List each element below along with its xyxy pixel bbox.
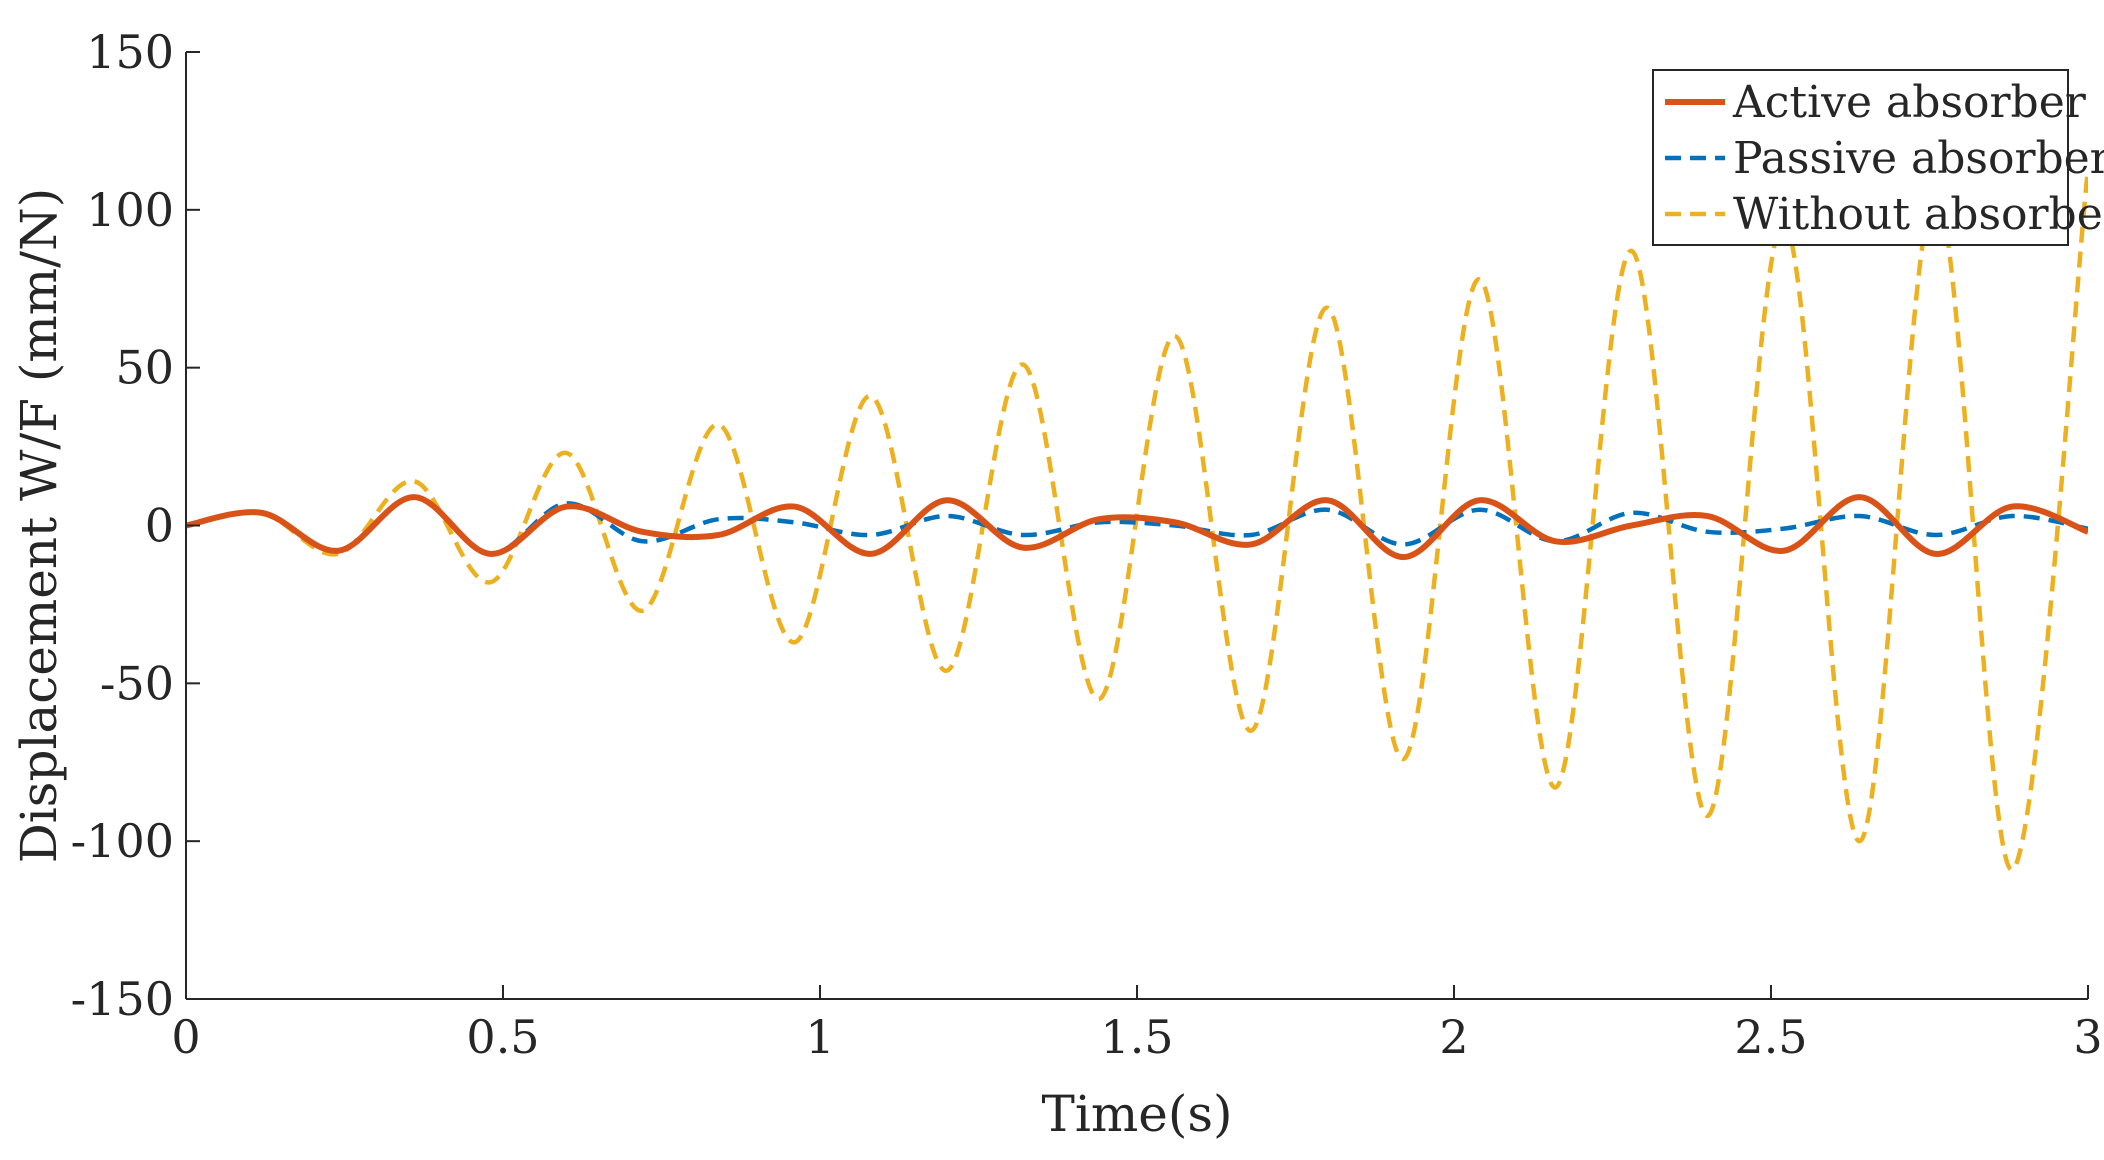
series-line-without-absorber: [186, 168, 2088, 872]
y-tick-label: 50: [115, 341, 174, 395]
x-tick-label: 3: [2073, 1010, 2102, 1064]
x-tick-label: 1: [805, 1010, 834, 1064]
legend-label: Active absorber: [1732, 77, 2087, 128]
x-tick-label: 2: [1439, 1010, 1468, 1064]
y-axis-label: Displacement W/F (mm/N): [10, 188, 68, 864]
x-tick-label: 0: [171, 1010, 200, 1064]
series-line-active-absorber: [186, 494, 2088, 561]
y-tick-label: 0: [145, 499, 174, 553]
x-tick-label: 1.5: [1100, 1010, 1173, 1064]
y-tick-label: -100: [71, 814, 174, 868]
plot-lines: [186, 168, 2088, 872]
y-tick-label: -150: [71, 972, 174, 1026]
y-tick-label: 100: [86, 183, 174, 237]
y-tick-label: 150: [86, 25, 174, 79]
y-tick-label: -50: [100, 656, 174, 710]
legend-label: Without absorber: [1733, 189, 2104, 240]
x-tick-label: 2.5: [1734, 1010, 1807, 1064]
x-tick-label: 0.5: [466, 1010, 539, 1064]
axes: 0 0.5 1 1.5 2 2.5 3 -150 -100 -50 0 50 100 150: [71, 25, 2103, 1064]
legend-label: Passive absorber: [1733, 133, 2104, 184]
x-axis-label: Time(s): [1041, 1085, 1232, 1143]
